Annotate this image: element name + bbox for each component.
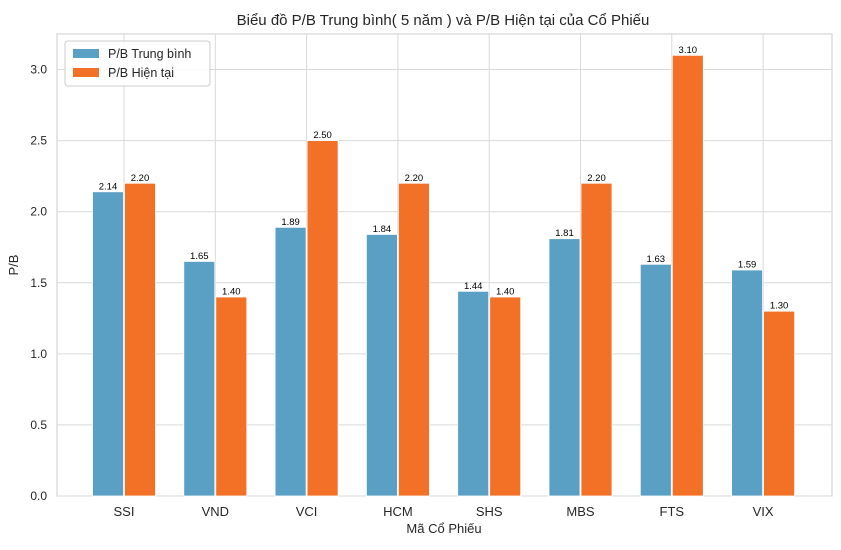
y-tick-label: 0.0: [30, 489, 47, 503]
bar-value-label: 2.20: [587, 173, 606, 184]
legend-label: P/B Trung bình: [108, 47, 191, 61]
bar: [215, 296, 248, 497]
bar-value-label: 2.20: [131, 173, 150, 184]
bar-value-label: 1.63: [647, 254, 666, 265]
y-tick-label: 2.5: [30, 134, 47, 148]
x-tick-label: VCI: [296, 504, 318, 519]
y-tick-label: 0.5: [30, 418, 47, 432]
bar: [489, 296, 522, 497]
legend: P/B Trung bình P/B Hiện tại: [64, 40, 211, 87]
bar: [183, 261, 216, 497]
x-tick-label: SHS: [476, 504, 503, 519]
bar-value-label: 1.44: [464, 281, 483, 292]
bar-value-label: 3.10: [679, 45, 698, 56]
bar: [124, 182, 156, 497]
x-tick-label: FTS: [660, 504, 685, 519]
y-axis-label: P/B: [6, 255, 21, 276]
x-tick-label: VIX: [753, 504, 774, 519]
bar-value-label: 1.84: [373, 224, 392, 235]
bar: [457, 290, 490, 497]
bar-value-label: 1.81: [555, 228, 574, 239]
bar: [580, 182, 613, 497]
legend-swatch: [73, 49, 99, 58]
y-tick-label: 3.0: [30, 63, 47, 77]
bar-value-label: 1.40: [496, 286, 515, 297]
x-tick-label: HCM: [383, 504, 413, 519]
x-tick-label: SSI: [114, 504, 135, 519]
legend-swatch: [73, 68, 99, 77]
x-axis-label: Mã Cổ Phiếu: [406, 521, 481, 536]
y-tick-label: 2.0: [30, 205, 47, 219]
bar-value-label: 1.59: [738, 259, 757, 270]
bar-value-label: 2.20: [405, 173, 424, 184]
y-tick-label: 1.5: [30, 276, 47, 290]
y-tick-label: 1.0: [30, 347, 47, 361]
bar-value-label: 1.65: [190, 251, 209, 262]
bar: [671, 54, 704, 497]
bar: [731, 269, 763, 497]
bar: [274, 226, 307, 497]
bar-value-labels: 2.14 1.65 1.89 1.84 1.44 1.81 1.63 1.59 2.20 1.40…: [99, 45, 789, 312]
bar-value-label: 1.40: [222, 286, 241, 297]
bars: [92, 54, 795, 497]
plot-area: [56, 33, 833, 497]
bar: [92, 191, 124, 497]
y-tick-labels: 0.0 0.5 1.0 1.5 2.0 2.5 3.0: [30, 63, 47, 503]
bar: [763, 310, 795, 497]
x-tick-labels: SSI VND VCI HCM SHS MBS FTS VIX: [114, 504, 774, 519]
bar-value-label: 1.30: [770, 301, 789, 312]
x-tick-label: VND: [202, 504, 229, 519]
bar: [548, 238, 581, 497]
chart-title: Biểu đồ P/B Trung bình( 5 năm ) và P/B H…: [237, 12, 650, 29]
bar: [639, 263, 672, 497]
legend-label: P/B Hiện tại: [108, 66, 174, 80]
bar: [397, 182, 430, 497]
bar-value-label: 1.89: [281, 217, 300, 228]
bar-value-label: 2.14: [99, 181, 118, 192]
bar: [306, 140, 339, 497]
x-tick-label: MBS: [566, 504, 595, 519]
bar-value-label: 2.50: [313, 130, 332, 141]
x-gridlines: [123, 34, 764, 496]
bar: [365, 234, 398, 497]
legend-box: [64, 40, 211, 87]
